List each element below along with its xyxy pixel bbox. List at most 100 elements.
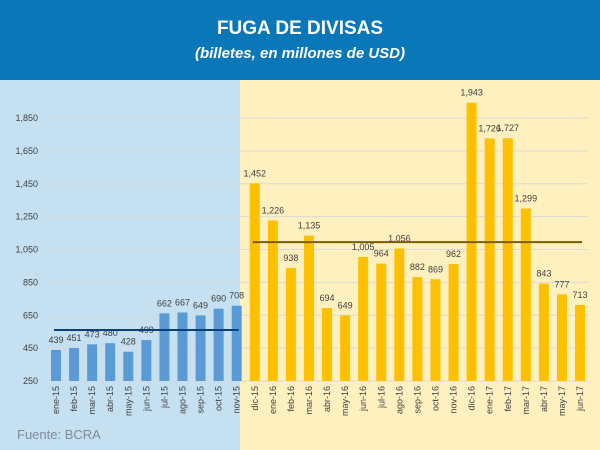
- x-tick-label: mar-15: [87, 386, 97, 415]
- x-tick-label: abr-17: [539, 386, 549, 412]
- x-tick-label: nov-16: [449, 386, 459, 414]
- data-label: 1,726: [478, 123, 501, 133]
- data-label: 1,299: [515, 194, 538, 204]
- source-note: Fuente: BCRA: [17, 427, 101, 442]
- x-tick-label: jul-15: [159, 386, 169, 409]
- bar: [213, 308, 224, 381]
- bar: [51, 349, 61, 381]
- bar: [249, 183, 260, 381]
- x-tick-label: ago-16: [394, 386, 404, 414]
- bar: [538, 283, 549, 381]
- data-label: 962: [446, 249, 461, 259]
- data-label: 869: [428, 264, 443, 274]
- data-label: 649: [338, 300, 353, 310]
- period-2-background: [240, 80, 600, 450]
- data-label: 964: [374, 249, 389, 259]
- data-label: 1,452: [244, 168, 267, 178]
- data-label: 1,727: [496, 123, 519, 133]
- bar: [430, 279, 441, 381]
- x-tick-label: may-17: [557, 386, 567, 416]
- bar: [394, 248, 405, 381]
- x-tick-label: oct-15: [214, 386, 224, 411]
- data-label: 882: [410, 262, 425, 272]
- y-tick-label: 1,850: [15, 113, 38, 123]
- y-tick-label: 250: [23, 376, 38, 386]
- data-label: 1,943: [460, 88, 483, 98]
- bar: [105, 343, 116, 381]
- bar: [177, 312, 188, 381]
- bar: [267, 220, 278, 381]
- chart-title: FUGA DE DIVISAS: [216, 18, 384, 39]
- bar: [358, 256, 369, 381]
- bar-chart: 250 450 650 850 1,050 1,250 1,450 1,650 1,850 439…: [0, 80, 600, 450]
- data-label: 473: [85, 329, 100, 339]
- data-label: 708: [229, 291, 244, 301]
- x-tick-label: mar-16: [304, 386, 314, 415]
- bar: [322, 308, 333, 381]
- bar: [412, 277, 423, 381]
- y-tick-label: 650: [23, 310, 38, 320]
- y-tick-label: 1,050: [15, 245, 38, 255]
- data-label: 938: [283, 253, 298, 263]
- bar: [502, 138, 513, 381]
- bar: [69, 347, 80, 381]
- bar: [484, 138, 495, 381]
- x-tick-label: ene-16: [268, 386, 278, 414]
- data-label: 480: [103, 328, 118, 338]
- bar: [376, 263, 387, 381]
- y-tick-label: 1,650: [15, 146, 38, 156]
- bar: [141, 340, 152, 381]
- x-tick-label: ago-15: [177, 386, 187, 414]
- data-label: 662: [157, 298, 172, 308]
- x-tick-label: may-16: [340, 386, 350, 416]
- data-label: 690: [211, 294, 226, 304]
- x-tick-label: oct-16: [430, 386, 440, 411]
- x-tick-label: feb-17: [503, 386, 513, 412]
- bar: [340, 315, 351, 381]
- bar: [231, 305, 242, 381]
- y-tick-label: 850: [23, 277, 38, 287]
- data-label: 1,226: [262, 206, 285, 216]
- data-label: 777: [554, 279, 569, 289]
- data-label: 439: [48, 335, 63, 345]
- header: FUGA DE DIVISAS (billetes, en millones d…: [0, 0, 600, 80]
- data-label: 428: [121, 337, 136, 347]
- x-tick-label: jun-17: [575, 386, 585, 412]
- x-tick-label: ene-17: [485, 386, 495, 414]
- x-tick-label: abr-16: [322, 386, 332, 412]
- x-tick-label: ene-15: [51, 386, 61, 414]
- bar: [159, 313, 170, 381]
- y-tick-label: 450: [23, 343, 38, 353]
- x-tick-label: sep-15: [196, 386, 206, 414]
- bar: [195, 315, 206, 381]
- x-tick-label: dic-15: [250, 386, 260, 411]
- data-label: 1,135: [298, 221, 321, 231]
- data-label: 451: [67, 333, 82, 343]
- bar: [520, 208, 531, 381]
- bar: [575, 304, 586, 381]
- x-tick-label: jul-16: [376, 386, 386, 409]
- data-label: 1,056: [388, 234, 411, 244]
- x-tick-label: jun-16: [358, 386, 368, 412]
- bar: [303, 235, 314, 381]
- period-1-background: [0, 80, 240, 450]
- y-tick-label: 1,250: [15, 212, 38, 222]
- x-tick-label: feb-15: [69, 386, 79, 412]
- bar: [448, 263, 459, 381]
- bar: [87, 344, 98, 381]
- x-tick-label: sep-16: [412, 386, 422, 414]
- x-tick-label: mar-17: [521, 386, 531, 415]
- data-label: 1,005: [352, 242, 375, 252]
- y-tick-label: 1,450: [15, 179, 38, 189]
- x-tick-label: dic-16: [467, 386, 477, 411]
- data-label: 713: [573, 290, 588, 300]
- x-tick-label: may-15: [123, 386, 133, 416]
- bar: [123, 351, 134, 381]
- data-label: 667: [175, 297, 190, 307]
- x-tick-label: abr-15: [105, 386, 115, 412]
- x-tick-label: feb-16: [286, 386, 296, 412]
- data-label: 649: [193, 300, 208, 310]
- bar: [556, 294, 567, 381]
- x-tick-label: jun-15: [141, 386, 151, 412]
- chart-subtitle: (billetes, en millones de USD): [194, 45, 406, 62]
